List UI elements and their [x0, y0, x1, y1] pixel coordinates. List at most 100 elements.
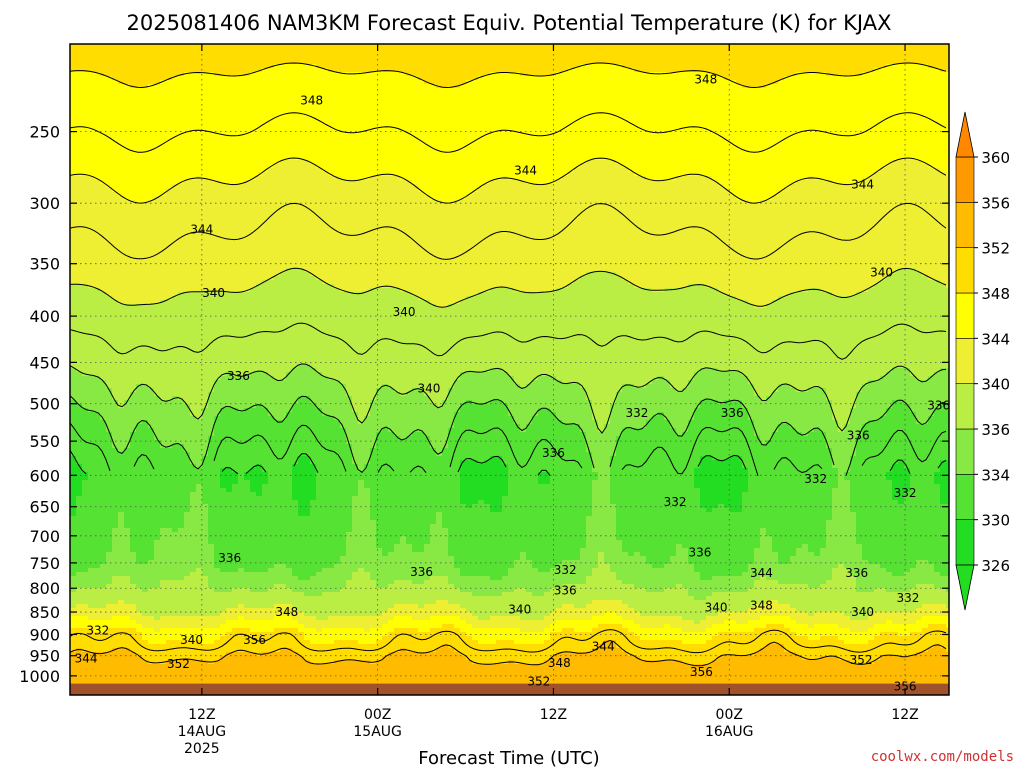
- contour-line-332: [70, 422, 947, 477]
- contour-label: 340: [393, 305, 416, 319]
- contour-label: 332: [894, 486, 917, 500]
- contour-label: 344: [851, 177, 874, 191]
- contour-label: 332: [804, 472, 827, 486]
- contour-label: 344: [592, 640, 615, 654]
- colorbar-segment: [955, 292, 975, 339]
- colorbar-label: 348: [981, 285, 1010, 303]
- contour-label: 348: [750, 599, 773, 613]
- contour-label: 332: [86, 624, 109, 638]
- y-tick-label: 700: [29, 527, 60, 546]
- colorbar-segment: [955, 428, 975, 475]
- contour-label: 352: [527, 674, 550, 688]
- contour-label: 340: [870, 266, 893, 280]
- x-tick-label: 00Z: [716, 707, 743, 723]
- contour-line-340: [70, 267, 947, 308]
- x-tick-label: 15AUG: [353, 724, 402, 740]
- contour-label: 352: [850, 653, 873, 667]
- colorbar-label: 360: [981, 149, 1010, 167]
- colorbar-label: 336: [981, 421, 1010, 439]
- colorbar-label: 334: [981, 466, 1010, 484]
- contour-line-342: [70, 202, 947, 260]
- y-tick-label: 1000: [19, 667, 60, 686]
- y-tick-label: 850: [29, 603, 60, 622]
- x-tick-label: 2025: [184, 741, 220, 757]
- y-tick-label: 400: [29, 307, 60, 326]
- y-tick-label: 450: [29, 353, 60, 372]
- contour-label: 336: [542, 446, 565, 460]
- x-tick-label: 12Z: [540, 707, 567, 723]
- contour-label: 332: [626, 406, 649, 420]
- x-axis-label: Forecast Time (UTC): [418, 748, 599, 768]
- contour-label: 336: [845, 566, 868, 580]
- y-tick-label: 900: [29, 625, 60, 644]
- x-tick-label: 00Z: [364, 707, 391, 723]
- contour-label: 344: [75, 652, 98, 666]
- contour-label: 352: [167, 657, 190, 671]
- contour-label: 340: [851, 605, 874, 619]
- contour-line-346: [70, 112, 947, 153]
- contour-label: 356: [894, 680, 917, 694]
- colorbar-segment: [955, 247, 975, 294]
- contour-label: 340: [180, 633, 203, 647]
- contour-label: 336: [554, 584, 577, 598]
- contour-line-352: [70, 639, 947, 667]
- x-tick-label: 16AUG: [705, 724, 754, 740]
- contour-label: 340: [417, 382, 440, 396]
- y-tick-label: 950: [29, 647, 60, 666]
- colorbar-segment: [955, 156, 975, 203]
- contour-line-338: [70, 322, 947, 360]
- contour-label: 336: [721, 406, 744, 420]
- contour-label: 332: [897, 591, 920, 605]
- contour-label: 348: [548, 656, 571, 670]
- y-tick-label: 750: [29, 554, 60, 573]
- contour-label: 332: [554, 563, 577, 577]
- contour-label: 344: [190, 223, 213, 237]
- colorbar-label: 356: [981, 194, 1010, 212]
- contour-line-336: [70, 363, 947, 434]
- contour-label: 332: [664, 495, 687, 509]
- colorbar-segment: [955, 202, 975, 248]
- colorbar-label: 340: [981, 376, 1010, 394]
- contour-label: 336: [410, 565, 433, 579]
- x-tick-label: 12Z: [188, 707, 215, 723]
- contour-label: 356: [243, 633, 266, 647]
- colorbar-label: 330: [981, 512, 1010, 530]
- colorbar-top-arrow: [955, 111, 975, 158]
- colorbar-label: 352: [981, 240, 1010, 258]
- plot-frame: [69, 43, 950, 696]
- y-tick-label: 500: [29, 395, 60, 414]
- colorbar-label: 326: [981, 557, 1010, 575]
- y-tick-label: 550: [29, 432, 60, 451]
- contour-label: 336: [227, 369, 250, 383]
- contour-label: 336: [218, 551, 241, 565]
- contour-label: 340: [508, 603, 531, 617]
- contour-label: 344: [750, 566, 773, 580]
- contour-label: 348: [275, 605, 298, 619]
- contour-line-348: [70, 62, 947, 89]
- colorbar-bottom-arrow: [955, 564, 975, 611]
- contour-label: 340: [705, 600, 728, 614]
- colorbar-segment: [955, 383, 975, 430]
- contour-label: 344: [514, 163, 537, 177]
- contour-line-344: [70, 157, 947, 204]
- y-tick-label: 600: [29, 466, 60, 485]
- contour-label: 336: [927, 398, 950, 412]
- y-tick-label: 300: [29, 194, 60, 213]
- y-tick-label: 650: [29, 498, 60, 517]
- chart-title: 2025081406 NAM3KM Forecast Equiv. Potent…: [127, 11, 892, 35]
- colorbar-segment: [955, 474, 975, 520]
- contour-label: 348: [694, 73, 717, 87]
- contour-label: 340: [202, 286, 225, 300]
- x-tick-label: 12Z: [891, 707, 918, 723]
- contour-line-330: [70, 450, 947, 476]
- y-tick-label: 250: [29, 123, 60, 142]
- contour-label: 348: [300, 94, 323, 108]
- colorbar-segment: [955, 519, 975, 566]
- y-tick-label: 800: [29, 579, 60, 598]
- contour-line-334: [70, 395, 947, 476]
- y-tick-label: 350: [29, 255, 60, 274]
- contour-label: 336: [847, 428, 870, 442]
- contour-label: 356: [690, 665, 713, 679]
- contour-line-350: [70, 629, 947, 654]
